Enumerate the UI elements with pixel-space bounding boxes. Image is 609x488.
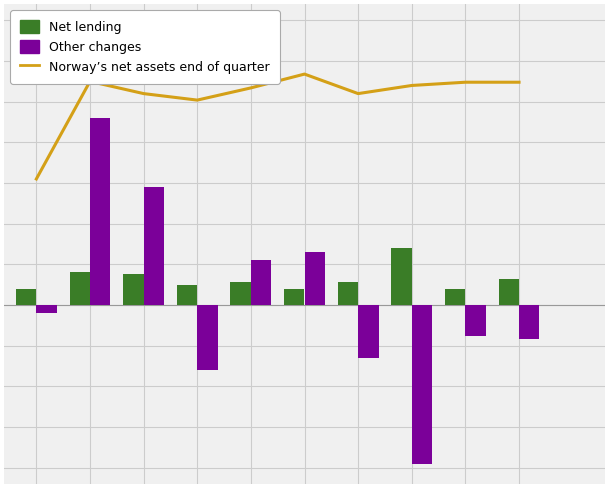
Bar [90, 118, 110, 305]
Bar [16, 289, 37, 305]
Bar [251, 260, 271, 305]
Bar [519, 305, 540, 339]
Bar [197, 305, 217, 370]
Bar [177, 285, 197, 305]
Bar [392, 248, 412, 305]
Legend: Net lending, Other changes, Norway’s net assets end of quarter: Net lending, Other changes, Norway’s net… [10, 10, 280, 84]
Bar [144, 187, 164, 305]
Bar [123, 274, 144, 305]
Bar [465, 305, 486, 336]
Bar [338, 282, 358, 305]
Bar [499, 279, 519, 305]
Bar [445, 289, 465, 305]
Bar [358, 305, 379, 358]
Bar [37, 305, 57, 313]
Bar [304, 252, 325, 305]
Bar [69, 272, 90, 305]
Bar [412, 305, 432, 464]
Bar [284, 289, 304, 305]
Bar [230, 282, 251, 305]
